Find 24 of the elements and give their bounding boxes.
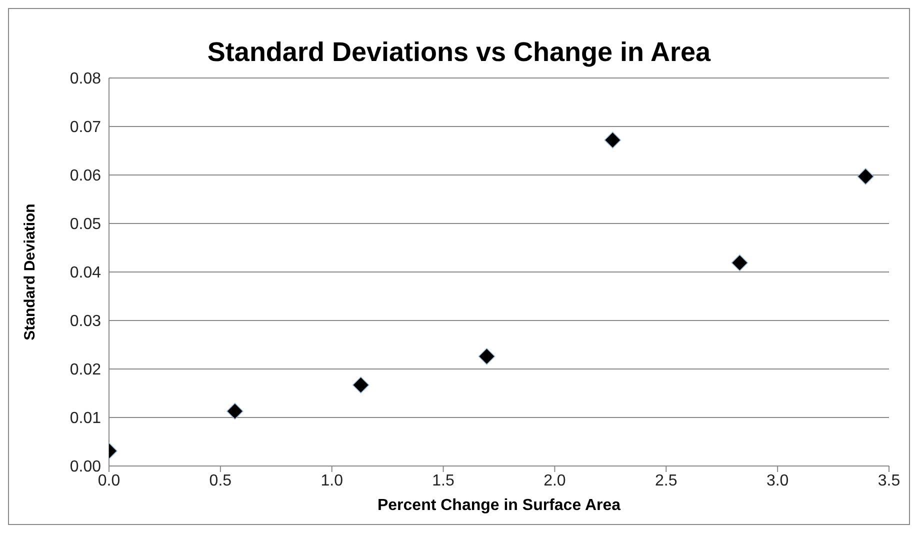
y-tick-label: 0.04 <box>70 264 102 282</box>
y-tick-label: 0.03 <box>70 313 102 330</box>
chart-title: Standard Deviations vs Change in Area <box>206 37 712 68</box>
x-tick-label: 0.5 <box>209 472 232 490</box>
y-tick-label: 0.05 <box>70 216 102 234</box>
point <box>478 348 496 365</box>
x-tick-label: 2.0 <box>544 472 566 490</box>
x-tick-label: 2.5 <box>655 472 678 490</box>
point <box>226 402 244 420</box>
point <box>857 168 874 185</box>
x-tick-label: 3.5 <box>878 472 900 490</box>
y-tick-label: 0.07 <box>70 119 102 136</box>
x-tick-label: 1.5 <box>432 472 455 490</box>
x-axis-title: Percent Change in Surface Area <box>377 497 621 514</box>
x-tick-label: 3.0 <box>766 472 789 490</box>
y-tick-label: 0.02 <box>70 362 102 379</box>
y-tick-label: 0.06 <box>70 168 102 185</box>
point <box>604 132 622 148</box>
point <box>352 376 370 394</box>
y-tick-label: 0.01 <box>70 410 102 428</box>
x-tick-label: 1.0 <box>320 472 344 490</box>
y-axis-title: Standard Deviation <box>21 204 38 340</box>
point <box>731 254 748 272</box>
y-tick-label: 0.08 <box>70 70 102 88</box>
